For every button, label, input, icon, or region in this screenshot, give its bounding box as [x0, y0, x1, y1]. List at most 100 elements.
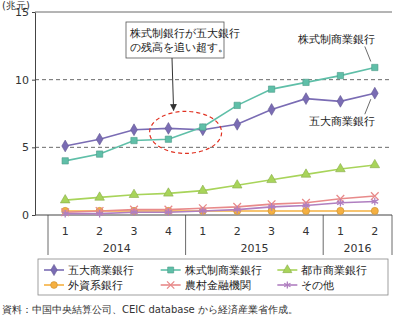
series-marker: [337, 207, 344, 214]
series-marker: [337, 199, 344, 207]
series-marker: [337, 72, 343, 78]
series-marker: [200, 124, 206, 130]
grid: [35, 12, 392, 147]
x-group-separator: [323, 215, 324, 255]
y-tick-label: 5: [22, 141, 29, 154]
series-marker: [303, 93, 310, 105]
series-marker: [268, 104, 275, 116]
legend-label: 都市商業銀行: [301, 264, 367, 276]
series-line: [65, 165, 375, 200]
x-tick-label: 3: [268, 225, 275, 238]
x-group-label: 2015: [240, 242, 268, 255]
x-axis-line: [35, 215, 392, 216]
legend-item: 外資系銀行: [44, 279, 123, 291]
x-tick: 3: [268, 215, 275, 238]
legend-item: 都市商業銀行: [277, 264, 367, 276]
series-marker: [268, 86, 274, 92]
legend-item: 農村金融機関: [161, 279, 251, 291]
y-tick: 0: [22, 209, 35, 222]
y-axis-line: [35, 13, 36, 216]
legend-label: 外資系銀行: [68, 279, 123, 291]
x-tick: 2: [96, 215, 103, 238]
legend-marker: [51, 264, 57, 275]
legend-marker: [283, 265, 292, 273]
series-label: 五大商業銀行: [309, 115, 375, 128]
series-marker: [131, 124, 138, 136]
series-marker: [96, 210, 103, 218]
x-groups: 2014 2015 2016: [48, 215, 392, 255]
plot-area: [60, 64, 379, 217]
y-axis: 051015: [15, 6, 36, 222]
series-marker: [372, 64, 378, 70]
series-marker: [60, 195, 70, 203]
x-group-label: 2014: [103, 242, 131, 255]
x-group-label: 2016: [344, 242, 372, 255]
series-marker: [131, 137, 137, 143]
series-line: [65, 201, 375, 213]
source-note: 資料：中国中央結算公司、CEIC database から経済産業省作成。: [2, 304, 298, 315]
x-tick-label: 2: [234, 225, 241, 238]
series-line: [65, 93, 375, 146]
series-marker: [371, 207, 378, 214]
series-marker: [62, 140, 69, 152]
y-tick-label: 10: [15, 74, 29, 87]
callout-text: 株式制銀行が五大銀行の残高を追い超す。: [129, 27, 240, 54]
x-tick-label: 4: [303, 225, 310, 238]
legend-label: その他: [301, 279, 334, 291]
y-tick-label: 0: [22, 209, 29, 222]
x-tick-label: 1: [199, 225, 206, 238]
legend-item: その他: [277, 279, 334, 291]
legend-label: 五大商業銀行: [68, 264, 134, 276]
series-marker: [232, 180, 242, 188]
annotations: 株式制銀行が五大銀行の残高を追い超す。株式制商業銀行五大商業銀行: [126, 22, 375, 153]
x-tick: 2: [371, 215, 378, 238]
x-group-separator: [392, 215, 393, 255]
x-tick: 1: [199, 215, 206, 238]
x-tick: 4: [165, 215, 172, 238]
legend-item: 株式制商業銀行: [161, 264, 262, 276]
legend-marker: [51, 282, 58, 289]
series-marker: [95, 192, 105, 200]
x-tick: 1: [337, 215, 344, 238]
y-tick-mark: [32, 12, 35, 13]
chart: 051015(兆元)1234123412201420152016株式制銀行が五大…: [0, 0, 395, 319]
legend-marker: [168, 267, 174, 273]
legend-marker: [284, 281, 290, 288]
series-marker: [165, 123, 172, 135]
series-marker: [62, 210, 69, 218]
legend-label: 株式制商業銀行: [184, 264, 262, 276]
y-tick-mark: [32, 80, 35, 81]
series-marker: [165, 208, 172, 216]
series-marker: [96, 151, 102, 157]
y-axis-title: (兆元): [2, 0, 30, 11]
x-tick-label: 1: [337, 225, 344, 238]
series-marker: [371, 87, 378, 99]
series-marker: [337, 95, 344, 107]
x-tick: 4: [303, 215, 310, 238]
x-tick-label: 1: [62, 225, 69, 238]
series-marker: [234, 206, 241, 214]
callout-ellipse: [150, 111, 222, 153]
series-marker: [198, 185, 208, 193]
x-group-separator: [185, 215, 186, 255]
series-marker: [96, 133, 103, 145]
y-tick-mark: [32, 147, 35, 148]
legend-item: 五大商業銀行: [44, 264, 134, 276]
annotation-leader: [365, 99, 371, 114]
x-group-separator: [48, 215, 49, 255]
series-marker: [372, 198, 379, 206]
series-marker: [165, 136, 171, 142]
legend-box: [38, 259, 388, 295]
legend-label: 農村金融機関: [185, 279, 251, 291]
series-marker: [301, 169, 311, 177]
x-tick-label: 2: [96, 225, 103, 238]
x-axis: 1234123412: [35, 215, 392, 238]
series-line: [65, 67, 375, 160]
x-tick-label: 4: [165, 225, 172, 238]
series-marker: [303, 202, 310, 210]
annotation-leader: [365, 46, 371, 61]
y-tick: 10: [15, 74, 35, 87]
series-marker: [268, 203, 275, 211]
y-tick-mark: [32, 215, 35, 216]
series-marker: [370, 159, 380, 167]
